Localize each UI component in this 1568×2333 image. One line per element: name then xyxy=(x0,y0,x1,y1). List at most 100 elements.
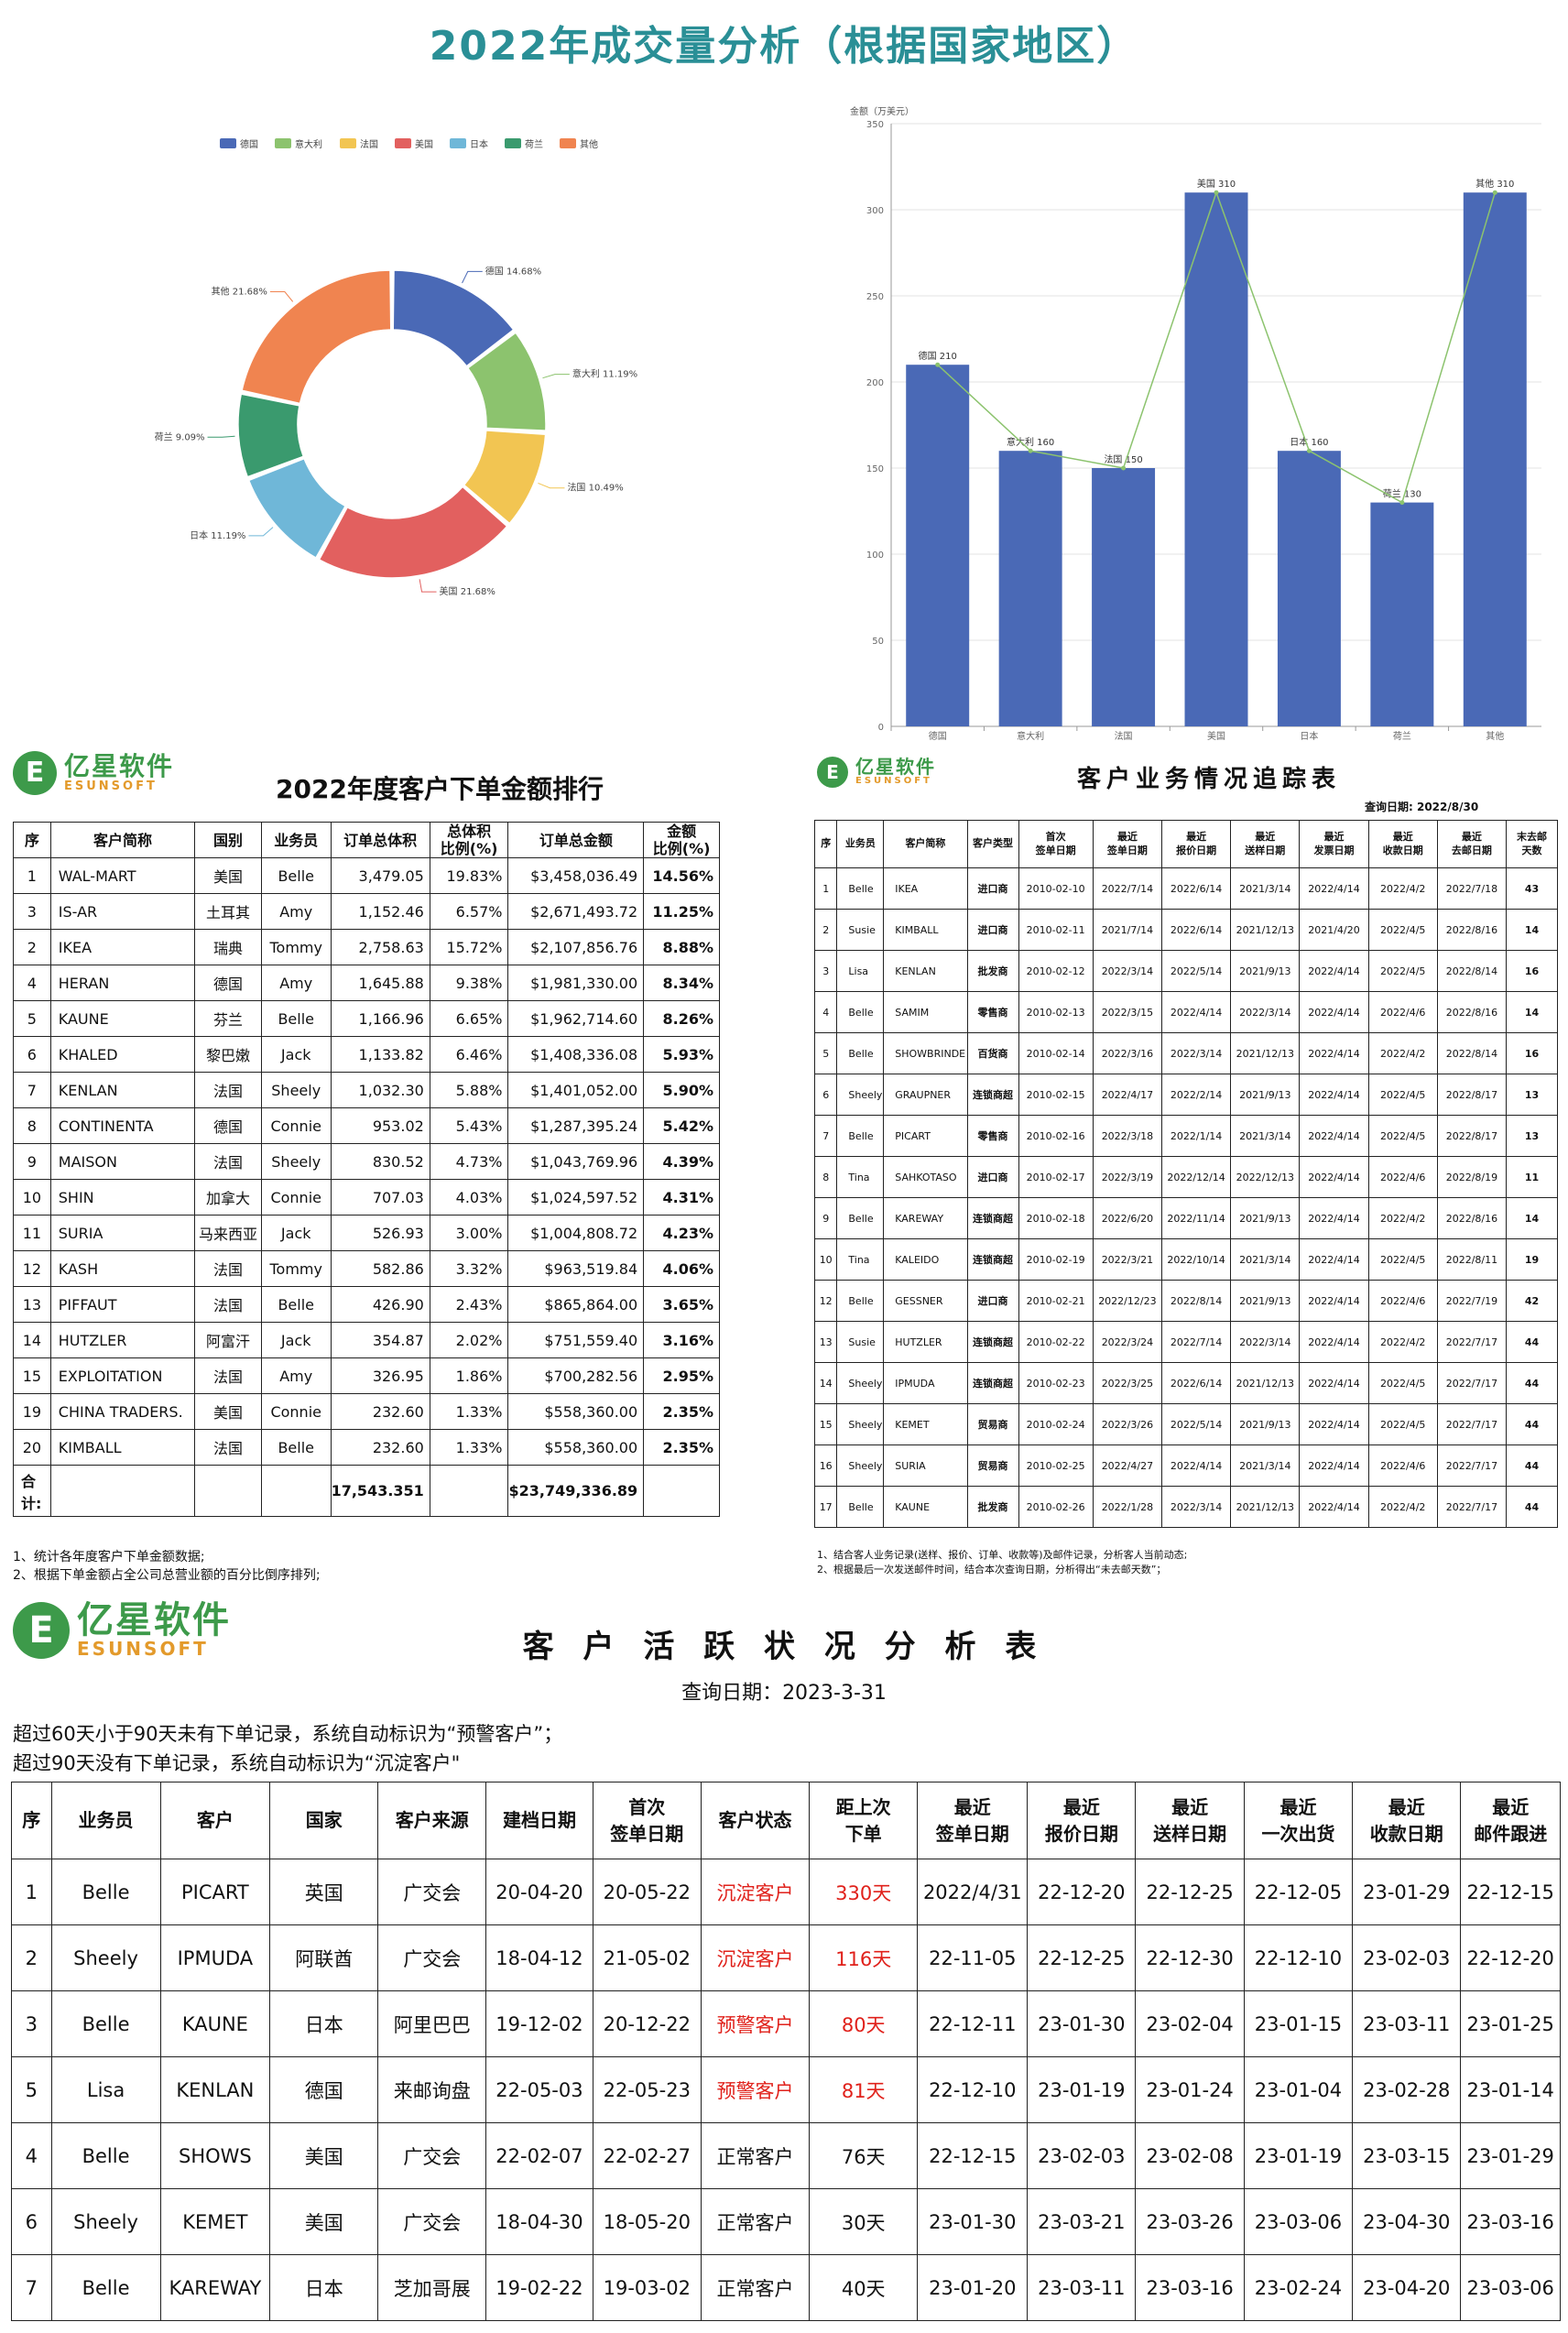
rank-cell: 1.86% xyxy=(429,1357,509,1395)
rank-cell: Amy xyxy=(260,1357,332,1395)
rank-cell: 1,152.46 xyxy=(330,893,430,931)
track-cell: Susie xyxy=(836,909,885,951)
rank-cell: $1,287,395.24 xyxy=(507,1107,645,1145)
active-cell: 23-01-29 xyxy=(1460,2122,1561,2189)
rank-cell: 2.02% xyxy=(429,1322,509,1359)
track-cell: 2022/4/14 xyxy=(1160,991,1232,1033)
active-cell: 20-12-22 xyxy=(592,1990,702,2057)
rank-cell: 13 xyxy=(13,1286,51,1324)
track-cell: 2022/4/5 xyxy=(1367,1238,1438,1281)
track-cell: 2022/3/14 xyxy=(1230,991,1301,1033)
rank-header: 序 xyxy=(13,821,51,859)
track-cell: 2021/3/14 xyxy=(1230,1115,1301,1157)
track-cell: 2022/8/14 xyxy=(1160,1280,1232,1322)
rank-row: 19 CHINA TRADERS. 美国 Connie 232.60 1.33% $558,… xyxy=(13,1393,720,1431)
track-cell: 2022/1/28 xyxy=(1092,1486,1163,1528)
rank-note: 1、统计各年度客户下单金额数据; xyxy=(13,1550,205,1564)
rank-cell: $1,043,769.96 xyxy=(507,1143,645,1181)
active-cell: 23-01-04 xyxy=(1243,2056,1354,2123)
pie-leader-line xyxy=(207,435,235,438)
rank-cell: 15 xyxy=(13,1357,51,1395)
active-row: 7 Belle KAREWAY 日本 芝加哥展 19-02-22 19-03-02 正常客户 4… xyxy=(11,2254,1561,2321)
logo-cn: 亿星软件 xyxy=(77,1599,231,1641)
track-cell: 2022/8/11 xyxy=(1436,1238,1508,1281)
active-cell: 4 xyxy=(11,2122,52,2189)
active-cell: 20-05-22 xyxy=(592,1859,702,1925)
active-cell: 23-02-08 xyxy=(1135,2122,1245,2189)
track-header: 业务员 xyxy=(836,820,885,868)
track-cell: 16 xyxy=(1506,1032,1558,1074)
rank-cell: 15.72% xyxy=(429,929,509,966)
rank-cell: 德国 xyxy=(194,965,262,1002)
track-cell: 14 xyxy=(1506,909,1558,951)
track-row: 9 Belle KAREWAY 连锁商超 2010-02-18 2022/6/20 2022… xyxy=(813,1197,1558,1239)
rank-row: 6 KHALED 黎巴嫩 Jack 1,133.82 6.46% $1,408,336.08… xyxy=(13,1036,720,1074)
track-cell: 2022/7/14 xyxy=(1160,1321,1232,1363)
logo-en: ESUNSOFT xyxy=(855,776,932,787)
bar-y-tick-label: 200 xyxy=(866,378,884,388)
total-label: 合计: xyxy=(13,1465,51,1518)
track-cell: 2022/4/27 xyxy=(1092,1444,1163,1487)
company-logo-small: 亿星软件 ESUNSOFT xyxy=(817,757,936,788)
track-cell: Sheely xyxy=(836,1362,885,1404)
active-cell: 正常客户 xyxy=(700,2122,810,2189)
rank-cell: 法国 xyxy=(194,1072,262,1109)
rank-cell: 4.03% xyxy=(429,1179,509,1216)
rank-cell: HERAN xyxy=(49,965,196,1002)
rank-cell: 2.35% xyxy=(643,1429,720,1466)
track-cell: 44 xyxy=(1506,1403,1558,1445)
track-note: 2、根据最后一次发送邮件时间，结合本次查询日期，分析得出“未去邮天数”； xyxy=(817,1563,1167,1575)
track-cell: 进口商 xyxy=(966,1280,1019,1322)
track-cell: 2021/3/14 xyxy=(1230,1238,1301,1281)
rank-cell: 黎巴嫩 xyxy=(194,1036,262,1074)
active-cell: 80天 xyxy=(808,1990,919,2057)
track-cell: 44 xyxy=(1506,1486,1558,1528)
rank-cell: Belle xyxy=(260,857,332,895)
active-cell: KAUNE xyxy=(159,1990,271,2057)
track-cell: PICART xyxy=(883,1115,968,1157)
track-cell: 2021/4/20 xyxy=(1299,909,1369,951)
rank-cell: Tommy xyxy=(260,1250,332,1288)
track-cell: 2010-02-12 xyxy=(1018,950,1094,992)
rank-row: 3 IS-AR 土耳其 Amy 1,152.46 6.57% $2,671,493.72 11… xyxy=(13,893,720,931)
rank-cell: 830.52 xyxy=(330,1143,430,1181)
track-cell: 2022/4/14 xyxy=(1299,1156,1369,1198)
track-cell: 12 xyxy=(813,1280,838,1322)
track-cell: 4 xyxy=(813,991,838,1033)
active-cell: 22-05-03 xyxy=(485,2056,593,2123)
rank-cell: 法国 xyxy=(194,1143,262,1181)
active-cell: 22-12-10 xyxy=(917,2056,1029,2123)
pie-slice xyxy=(318,485,508,579)
track-cell: 14 xyxy=(1506,991,1558,1033)
track-cell: Lisa xyxy=(836,950,885,992)
track-cell: 批发商 xyxy=(966,950,1019,992)
active-cell: 20-04-20 xyxy=(485,1859,593,1925)
track-cell: 2022/4/14 xyxy=(1299,1444,1369,1487)
track-row: 7 Belle PICART 零售商 2010-02-16 2022/3/18 2022/1… xyxy=(813,1115,1558,1157)
active-cell: 19-12-02 xyxy=(485,1990,593,2057)
track-cell: 2022/6/14 xyxy=(1160,909,1232,951)
track-cell: 2022/5/14 xyxy=(1160,950,1232,992)
track-cell: 10 xyxy=(813,1238,838,1281)
rank-cell: 4.39% xyxy=(643,1143,720,1181)
company-logo-large: 亿星软件 ESUNSOFT xyxy=(13,1601,231,1659)
track-row: 10 Tina KALEIDO 连锁商超 2010-02-19 2022/3/21 2022… xyxy=(813,1238,1558,1281)
track-cell: 2022/4/14 xyxy=(1299,1321,1369,1363)
track-cell: 2022/5/14 xyxy=(1160,1403,1232,1445)
rank-header: 客户简称 xyxy=(49,821,196,859)
active-cell: 沉淀客户 xyxy=(700,1859,810,1925)
track-cell: 2010-02-18 xyxy=(1018,1197,1094,1239)
track-cell: 2022/4/17 xyxy=(1092,1074,1163,1116)
bar-y-tick-label: 300 xyxy=(866,206,884,216)
track-cell: 2010-02-22 xyxy=(1018,1321,1094,1363)
active-cell: 21-05-02 xyxy=(592,1924,702,1991)
active-cell: Belle xyxy=(50,2254,161,2321)
active-cell: Belle xyxy=(50,2122,161,2189)
track-cell: 2022/4/6 xyxy=(1367,1156,1438,1198)
track-cell: 2022/3/26 xyxy=(1092,1403,1163,1445)
rank-cell: $865,864.00 xyxy=(507,1286,645,1324)
rank-cell: 5 xyxy=(13,1000,51,1038)
active-cell: 23-01-24 xyxy=(1135,2056,1245,2123)
track-cell: 2022/4/14 xyxy=(1299,1280,1369,1322)
track-cell: 2010-02-16 xyxy=(1018,1115,1094,1157)
